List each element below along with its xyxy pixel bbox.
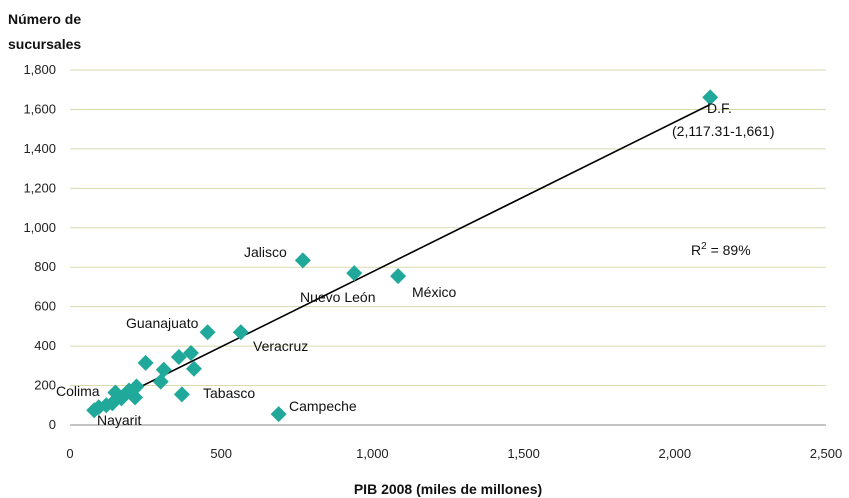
annotation-guanajuato: Guanajuato: [126, 315, 199, 331]
data-point: [185, 360, 202, 377]
data-point: [270, 406, 287, 423]
annotation-nuevo-leon: Nuevo León: [300, 289, 376, 305]
data-point: [390, 268, 407, 285]
data-point: [232, 324, 249, 341]
annotation-df-value: (2,117.31-1,661): [672, 123, 774, 139]
y-tick-label: 200: [34, 378, 56, 393]
y-tick-label: 1,400: [23, 141, 56, 156]
data-point: [127, 389, 144, 406]
annotation-nayarit: Nayarit: [97, 412, 141, 428]
r2-suffix: = 89%: [707, 242, 751, 258]
annotation-colima: Colima: [56, 383, 100, 399]
r2-prefix: R: [691, 242, 701, 258]
x-tick-label: 2,500: [810, 446, 843, 461]
y-tick-label: 0: [49, 417, 56, 432]
data-point: [152, 373, 169, 390]
data-point: [294, 252, 311, 269]
annotation-r-squared: R2 = 89%: [691, 241, 751, 258]
data-points: [86, 89, 719, 423]
y-tick-labels: 0 200 400 600 800 1,000 1,200 1,400 1,600 1,800: [23, 62, 56, 432]
x-tick-label: 0: [66, 446, 73, 461]
y-axis-label-line-2: sucursales: [8, 36, 81, 52]
x-tick-label: 500: [210, 446, 232, 461]
y-tick-label: 400: [34, 338, 56, 353]
annotation-veracruz: Veracruz: [253, 338, 308, 354]
annotation-mexico: México: [412, 284, 457, 300]
data-point: [199, 324, 216, 341]
y-tick-label: 1,200: [23, 180, 56, 195]
data-point: [155, 361, 172, 378]
annotation-tabasco: Tabasco: [203, 385, 255, 401]
x-tick-labels: 0 500 1,000 1,500 2,000 2,500: [66, 446, 842, 461]
annotation-jalisco: Jalisco: [244, 244, 287, 260]
y-tick-label: 1,600: [23, 101, 56, 116]
y-axis-label-line-1: Número de: [8, 11, 81, 27]
x-tick-label: 2,000: [659, 446, 692, 461]
data-point: [182, 345, 199, 362]
data-point: [137, 354, 154, 371]
data-point: [346, 265, 363, 282]
y-tick-label: 1,800: [23, 62, 56, 77]
y-tick-label: 1,000: [23, 220, 56, 235]
annotation-campeche: Campeche: [289, 398, 357, 414]
r2-exponent: 2: [701, 241, 707, 252]
data-point: [173, 386, 190, 403]
y-tick-label: 800: [34, 259, 56, 274]
x-axis-label: PIB 2008 (miles de millones): [354, 481, 542, 497]
y-tick-label: 600: [34, 299, 56, 314]
trend-line: [90, 103, 711, 412]
data-point: [86, 402, 103, 419]
x-tick-label: 1,000: [356, 446, 389, 461]
data-point: [170, 348, 187, 365]
x-tick-label: 1,500: [507, 446, 540, 461]
annotation-df: D.F.: [707, 100, 732, 116]
gridlines: [70, 69, 826, 387]
data-point: [702, 89, 719, 106]
